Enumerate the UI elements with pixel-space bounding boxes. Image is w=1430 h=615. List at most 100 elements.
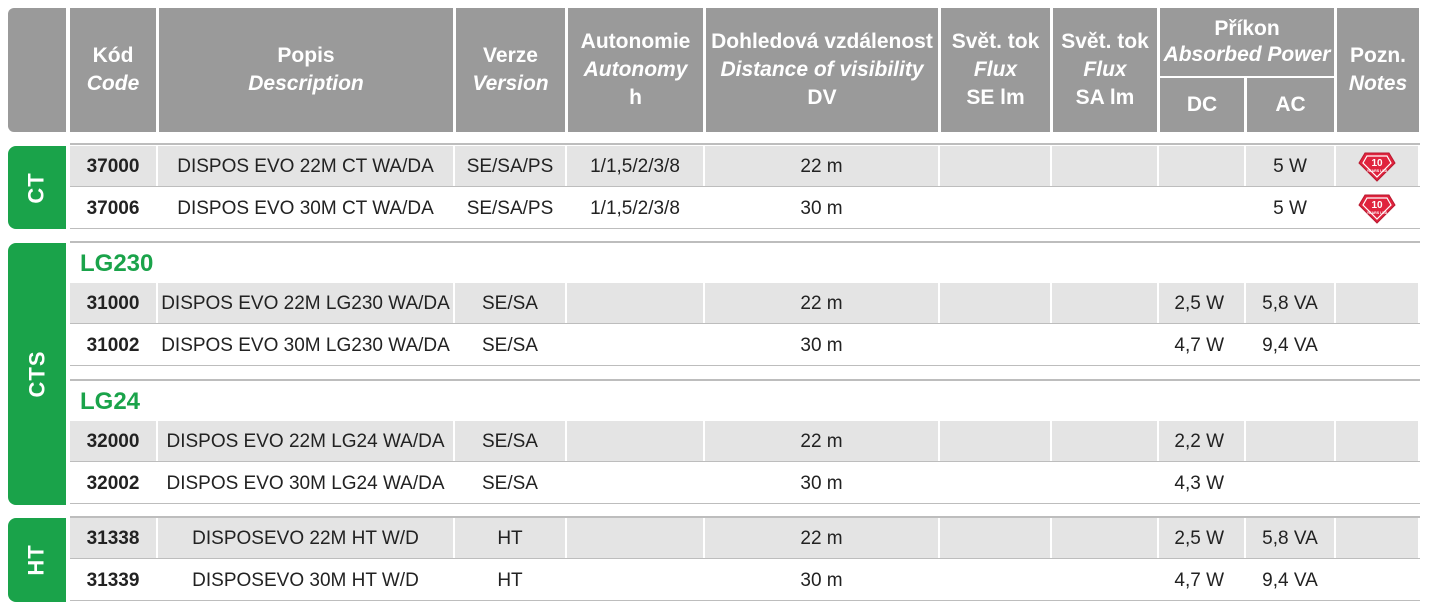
row-divider [70, 503, 1420, 504]
cell-text: SE/SA/PS [466, 155, 554, 177]
cell-ac: 9,4 VA [1246, 560, 1336, 601]
cell-ac: 5 W [1246, 188, 1336, 229]
svg-text:YEARS LED: YEARS LED [1367, 169, 1388, 173]
cell-distance: 30 m [705, 560, 940, 601]
cell-dc [1159, 146, 1246, 187]
cell-flux-se [940, 325, 1052, 366]
cell-ac: 5 W [1246, 146, 1336, 187]
table-row: 31339 DISPOSEVO 30M HT W/D HT 30 m 4,7 W 9,4 … [70, 560, 1420, 601]
group-cts: CTS [8, 243, 66, 505]
cell-description: DISPOS EVO 22M LG24 WA/DA [158, 421, 455, 462]
cell-text: SE/SA [482, 472, 538, 494]
cell-flux-se [940, 518, 1052, 559]
svg-text:10: 10 [1371, 200, 1383, 211]
cell-flux-sa [1052, 518, 1159, 559]
cell-autonomy [567, 283, 705, 324]
cell-text: DISPOSEVO 22M HT W/D [192, 527, 419, 549]
header-autonomy: Autonomie Autonomy h [568, 8, 703, 132]
table-row: 32000 DISPOS EVO 22M LG24 WA/DA SE/SA 22 m 2… [70, 421, 1420, 462]
cell-text: DISPOS EVO 22M LG230 WA/DA [161, 292, 450, 314]
svg-text:10: 10 [1371, 158, 1383, 169]
header-distance: Dohledová vzdálenost Distance of visibil… [706, 8, 938, 132]
cell-note [1336, 325, 1420, 366]
cell-autonomy [567, 421, 705, 462]
cell-text: 9,4 VA [1262, 569, 1318, 591]
cell-ac: 5,8 VA [1246, 283, 1336, 324]
group-ht: HT [8, 518, 66, 602]
cell-text: DISPOS EVO 30M CT WA/DA [177, 197, 434, 219]
cell-note [1336, 421, 1420, 462]
cell-distance: 22 m [705, 421, 940, 462]
header-code: Kód Code [70, 8, 156, 132]
cell-note [1336, 560, 1420, 601]
separator-line [70, 379, 1420, 381]
cell-dc: 2,5 W [1159, 518, 1246, 559]
table-row: 31000 DISPOS EVO 22M LG230 WA/DA SE/SA 22 m… [70, 283, 1420, 324]
cell-distance: 22 m [705, 518, 940, 559]
cell-text: 22 m [800, 292, 843, 314]
cell-version: HT [455, 560, 567, 601]
cell-version: SE/SA [455, 463, 567, 504]
cell-text: SE/SA/PS [466, 197, 554, 219]
header-flux-se: Svět. tok Flux SE lm [941, 8, 1050, 132]
cell-text: 1/1,5/2/3/8 [590, 197, 680, 219]
row-divider [70, 558, 1420, 559]
table-row: 31002 DISPOS EVO 30M LG230 WA/DA SE/SA 30 m… [70, 325, 1420, 366]
cell-distance: 22 m [705, 146, 940, 187]
cell-text: 22 m [800, 430, 843, 452]
ten-years-led-badge-icon: 10 YEARS LED [1358, 194, 1396, 224]
cell-flux-se [940, 560, 1052, 601]
cell-version: SE/SA [455, 421, 567, 462]
cell-dc: 4,3 W [1159, 463, 1246, 504]
cell-text: 30 m [800, 569, 843, 591]
cell-note: 10 YEARS LED [1336, 188, 1420, 229]
cell-version: SE/SA [455, 325, 567, 366]
cell-code: 32000 [70, 421, 158, 462]
cell-text: 9,4 VA [1262, 334, 1318, 356]
cell-text: 2,5 W [1174, 527, 1224, 549]
cell-autonomy [567, 518, 705, 559]
row-divider [70, 365, 1420, 366]
cell-distance: 22 m [705, 283, 940, 324]
cell-ac: 9,4 VA [1246, 325, 1336, 366]
cell-text: 37000 [86, 155, 140, 177]
table-row: 32002 DISPOS EVO 30M LG24 WA/DA SE/SA 30 m 4… [70, 463, 1420, 504]
header-power: Příkon Absorbed Power [1160, 8, 1334, 76]
cell-text: 30 m [800, 334, 843, 356]
cell-text: 4,3 W [1174, 472, 1224, 494]
cell-text: 32002 [86, 472, 140, 494]
cell-note [1336, 463, 1420, 504]
header-flux-sa: Svět. tok Flux SA lm [1053, 8, 1157, 132]
cell-description: DISPOS EVO 30M CT WA/DA [158, 188, 455, 229]
cell-code: 31338 [70, 518, 158, 559]
cell-code: 31339 [70, 560, 158, 601]
cell-distance: 30 m [705, 463, 940, 504]
cell-description: DISPOS EVO 30M LG230 WA/DA [158, 325, 455, 366]
cell-description: DISPOS EVO 22M CT WA/DA [158, 146, 455, 187]
cell-ac [1246, 463, 1336, 504]
cell-flux-sa [1052, 325, 1159, 366]
cell-autonomy: 1/1,5/2/3/8 [567, 188, 705, 229]
cell-text: DISPOS EVO 30M LG24 WA/DA [166, 472, 445, 494]
cell-flux-sa [1052, 188, 1159, 229]
cell-code: 31002 [70, 325, 158, 366]
cell-text: 37006 [86, 197, 140, 219]
cell-autonomy [567, 325, 705, 366]
header-description: Popis Description [159, 8, 453, 132]
cell-text: 1/1,5/2/3/8 [590, 155, 680, 177]
cell-distance: 30 m [705, 325, 940, 366]
cell-text: HT [497, 569, 523, 591]
cell-description: DISPOS EVO 22M LG230 WA/DA [158, 283, 455, 324]
header-power-ac: AC [1247, 78, 1334, 132]
cell-text: 4,7 W [1174, 334, 1224, 356]
cell-text: 32000 [86, 430, 140, 452]
cell-text: 4,7 W [1174, 569, 1224, 591]
cell-version: SE/SA/PS [455, 188, 567, 229]
cell-text: DISPOS EVO 30M LG230 WA/DA [161, 334, 450, 356]
cell-flux-sa [1052, 421, 1159, 462]
cell-flux-se [940, 146, 1052, 187]
cell-text: 2,2 W [1174, 430, 1224, 452]
cell-text: 22 m [800, 527, 843, 549]
cell-flux-se [940, 283, 1052, 324]
cell-text: 31338 [86, 527, 140, 549]
